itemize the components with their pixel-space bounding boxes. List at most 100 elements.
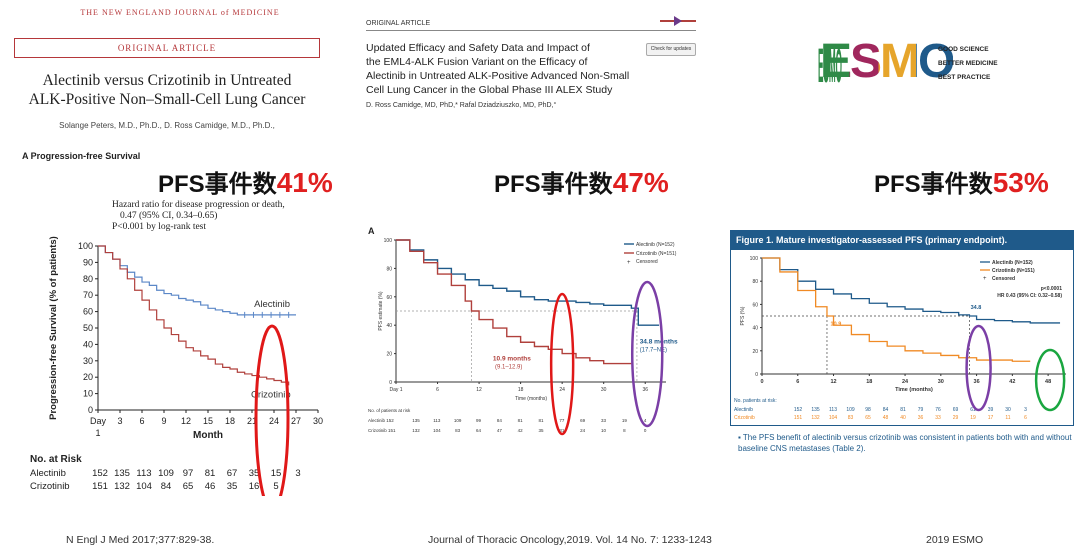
- esmo-logo-letter-e: ESMO: [818, 40, 842, 88]
- legend-label: Crizotinib (N=151): [636, 251, 677, 257]
- risk-cell: 84: [497, 418, 503, 423]
- risk-cell: 77: [559, 418, 565, 423]
- risk-cell: 84: [161, 481, 172, 492]
- x-axis-label: Month: [193, 430, 223, 441]
- risk-table-header: No. patients at risk:: [734, 398, 777, 404]
- x-tick-label: 15: [203, 416, 213, 426]
- risk-cell: 64: [476, 428, 482, 433]
- x-tick-label: 30: [313, 416, 323, 426]
- risk-cell: 5: [273, 481, 278, 492]
- x-tick-label: 12: [830, 379, 836, 385]
- risk-cell: 152: [92, 468, 108, 479]
- risk-cell: 30: [1005, 407, 1011, 413]
- legend-label: Crizotinib (N=151): [992, 268, 1035, 274]
- annotation-median-alectinib: 34.8: [971, 305, 982, 311]
- y-tick-label: 90: [83, 257, 93, 267]
- risk-cell: 11: [1005, 415, 1010, 421]
- esmo-logo-wordmark: ESMO: [820, 35, 955, 88]
- x-tick-label: 24: [559, 387, 565, 393]
- series-line-1: [762, 257, 1031, 362]
- y-tick-label: 80: [83, 274, 93, 284]
- nejm-title-line2: ALK-Positive Non–Small-Cell Lung Cancer: [28, 91, 306, 108]
- y-tick-label: 0: [755, 372, 758, 378]
- y-tick-label: 100: [78, 241, 93, 251]
- x-tick-label: 30: [601, 387, 607, 393]
- risk-cell: 65: [183, 481, 194, 492]
- legend-censor-mark: +: [627, 260, 631, 266]
- risk-row-name: Alectinib 152: [368, 418, 394, 423]
- legend-label: Censored: [636, 259, 658, 265]
- risk-cell: 151: [92, 481, 108, 492]
- nejm-masthead: THE NEW ENGLAND JOURNAL of MEDICINE: [80, 8, 280, 17]
- risk-cell: 97: [183, 468, 194, 479]
- nejm-authors: Solange Peters, M.D., Ph.D., D. Ross Cam…: [59, 121, 275, 130]
- legend-label: Alectinib (N=152): [636, 242, 675, 248]
- risk-cell: 8: [623, 428, 626, 433]
- esmo-footnote-text: The PFS benefit of alectinib versus criz…: [738, 433, 1072, 453]
- annotation-median-crizotinib: 10.9 months: [493, 356, 531, 363]
- x-tick-label: 24: [902, 379, 909, 385]
- y-axis-label: Progression-free Survival (% of patients…: [48, 236, 59, 420]
- pfs-events-label: PFS事件数: [874, 171, 993, 198]
- legend-label: Alectinib (N=152): [992, 260, 1033, 266]
- risk-cell: 76: [935, 407, 941, 413]
- y-tick-label: 60: [752, 302, 758, 308]
- pfs-events-pct: 47%: [612, 167, 669, 198]
- pfs-events-pct: 41%: [276, 167, 333, 198]
- risk-cell: 36: [918, 415, 924, 421]
- y-tick-label: 80: [752, 279, 758, 285]
- pfs-events-pct: 53%: [992, 167, 1049, 198]
- risk-cell: 48: [883, 415, 889, 421]
- annotation-median-alectinib: 34.8 months: [640, 339, 678, 346]
- x-tick-label: 27: [291, 416, 301, 426]
- legend-censor-mark: +: [983, 276, 987, 282]
- y-tick-label: 20: [83, 372, 93, 382]
- pfs-events-2: PFS事件数47%: [494, 164, 669, 199]
- nejm-article-type-box: ORIGINAL ARTICLE: [14, 38, 320, 58]
- annotation-ci-alectinib: (17.7–NE): [640, 348, 667, 354]
- risk-cell: 104: [433, 428, 441, 433]
- x-tick-label: 36: [974, 379, 980, 385]
- nejm-section-label: A Progression-free Survival: [22, 151, 141, 161]
- series-line-0: [396, 239, 660, 326]
- check-updates-button[interactable]: Check for updates: [646, 43, 696, 56]
- hr-line2: 0.47 (95% CI, 0.34–0.65): [120, 211, 218, 221]
- risk-cell: 19: [970, 415, 976, 421]
- panel-label: A: [368, 226, 375, 236]
- risk-cell: 113: [829, 407, 837, 413]
- jto-authors: D. Ross Camidge, MD, PhD,* Rafal Dziadzi…: [366, 102, 557, 109]
- risk-cell: 29: [953, 415, 959, 421]
- risk-row-name: Crizotinib 151: [368, 428, 396, 433]
- esmo-footnote: ▪ The PFS benefit of alectinib versus cr…: [738, 432, 1074, 454]
- pfs-events-1: PFS事件数41%: [158, 164, 333, 199]
- annotation-median-crizotinib: 10.9: [831, 321, 842, 327]
- jto-title-line3: Alectinib in Untreated ALK-Positive Adva…: [366, 70, 630, 82]
- pfs-events-label: PFS事件数: [158, 171, 277, 198]
- series-label: Crizotinib: [251, 389, 291, 400]
- x-tick-label: 18: [225, 416, 235, 426]
- risk-cell: 3: [295, 468, 300, 479]
- pfs-events-3: PFS事件数53%: [874, 164, 1049, 199]
- y-tick-label: 100: [750, 256, 759, 262]
- highlight-ellipse-purple: [965, 324, 992, 412]
- risk-cell: 99: [476, 418, 482, 423]
- esmo-tagline-2: BETTER MEDICINE: [938, 60, 998, 67]
- risk-cell: 104: [829, 415, 838, 421]
- x-tick-sublabel: 1: [95, 428, 100, 438]
- y-tick-label: 80: [386, 266, 392, 272]
- risk-cell: 6: [1024, 415, 1027, 421]
- risk-cell: 40: [900, 415, 906, 421]
- esmo-tagline-3: BEST PRACTICE: [938, 74, 991, 81]
- jto-logo-icon: [660, 14, 696, 32]
- risk-row-name: Crizotinib: [30, 481, 70, 492]
- x-tick-label: 48: [1045, 379, 1051, 385]
- highlight-ellipse-red: [549, 292, 575, 436]
- x-tick-label: 9: [161, 416, 166, 426]
- x-tick-label: 24: [269, 416, 279, 426]
- risk-cell: 47: [497, 428, 503, 433]
- y-tick-label: 100: [384, 238, 393, 244]
- jto-header-rule: [366, 30, 696, 31]
- y-tick-label: 50: [83, 323, 93, 333]
- x-tick-label: 36: [642, 387, 648, 393]
- risk-cell: 113: [136, 468, 151, 479]
